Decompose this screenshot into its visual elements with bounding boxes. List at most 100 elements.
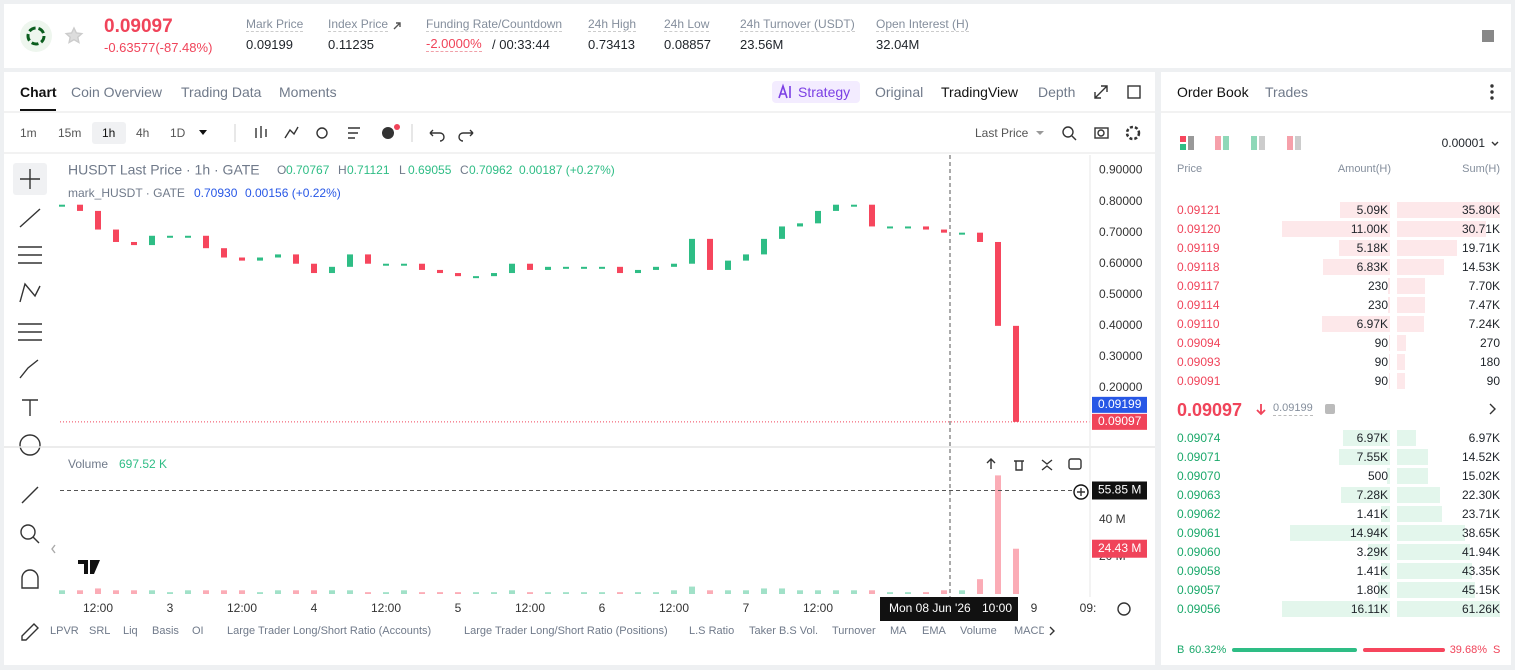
candle xyxy=(131,241,137,246)
ob-amount: 16.11K xyxy=(1350,602,1388,616)
candle xyxy=(797,223,803,227)
x-tick-label: 12:00 xyxy=(227,601,257,615)
x-tick-label: 12:00 xyxy=(659,601,689,615)
ob-sum: 270 xyxy=(1479,336,1500,350)
tab[interactable]: Coin Overview xyxy=(71,84,163,100)
chart: 0.90000 0.80000 0.70000 0.60000 0.50000 0.400… xyxy=(59,155,1147,621)
amount-bar xyxy=(1377,582,1390,598)
indicator[interactable]: LPVR xyxy=(50,625,79,637)
ob-sum: 7.70K xyxy=(1468,279,1500,293)
ob-tab[interactable]: Order Book xyxy=(1177,84,1249,100)
ob-price: 0.09056 xyxy=(1177,602,1221,616)
candle xyxy=(221,248,227,258)
ob-sum: 38.65K xyxy=(1461,526,1500,540)
ob-amount: 7.55K xyxy=(1356,450,1388,464)
volume-bar xyxy=(653,592,659,594)
volume-bar xyxy=(761,588,767,594)
ob-mark-price: 0.09199 xyxy=(1273,402,1313,416)
ob-sum: 61.26K xyxy=(1461,602,1500,616)
interval[interactable]: 1D xyxy=(170,126,186,140)
indicator[interactable]: Volume xyxy=(960,625,997,637)
candle xyxy=(509,263,515,274)
indicator[interactable]: EMA xyxy=(922,625,946,637)
x-tick-label: 12:00 xyxy=(83,601,113,615)
stat-value: 23.56M xyxy=(740,37,784,52)
ob-amount: 3.29K xyxy=(1356,545,1388,559)
sum-bar xyxy=(1397,259,1444,275)
amount-bar xyxy=(1321,316,1390,332)
volume-bar xyxy=(959,590,965,594)
stat-value: 32.04M xyxy=(876,37,920,52)
ob-price: 0.09110 xyxy=(1177,317,1220,331)
indicator[interactable]: Liq xyxy=(123,625,138,637)
x-tick-label: 3 xyxy=(167,601,174,615)
candle xyxy=(437,269,443,274)
interval[interactable]: 4h xyxy=(136,126,150,140)
indicator[interactable]: OI xyxy=(192,625,204,637)
stat-label: 24h Turnover (USDT) xyxy=(740,17,855,32)
candle xyxy=(725,260,731,270)
amount-bar xyxy=(1322,259,1390,275)
tab[interactable]: Moments xyxy=(279,84,337,100)
indicator[interactable]: Large Trader Long/Short Ratio (Accounts) xyxy=(227,625,432,637)
ob-tab[interactable]: Trades xyxy=(1265,84,1309,100)
volume-value: 697.52 K xyxy=(119,457,167,471)
sum-bar xyxy=(1397,354,1406,370)
volume-bar xyxy=(185,590,191,594)
indicator[interactable]: L.S Ratio xyxy=(689,625,735,637)
indicator[interactable]: SRL xyxy=(89,625,111,637)
buy-label: B xyxy=(1177,644,1185,656)
col-header: Sum(H) xyxy=(1462,163,1500,175)
amount-bar xyxy=(1289,525,1390,541)
price-tag-label: 0.09097 xyxy=(1098,414,1142,428)
candle xyxy=(689,238,695,264)
view-option[interactable]: Strategy xyxy=(798,84,851,100)
view-option[interactable]: TradingView xyxy=(941,84,1019,100)
candle xyxy=(491,273,497,277)
ob-amount: 14.94K xyxy=(1349,526,1388,540)
ob-amount: 5.09K xyxy=(1356,203,1388,217)
interval[interactable]: 1m xyxy=(20,126,37,140)
sum-bar xyxy=(1397,506,1442,522)
volume-bar xyxy=(887,592,893,594)
ob-sum: 14.52K xyxy=(1461,450,1500,464)
ohlc-key: H xyxy=(338,163,347,177)
view-option[interactable]: Original xyxy=(875,84,924,100)
interval[interactable]: 15m xyxy=(58,126,82,140)
volume-tag xyxy=(1092,481,1147,500)
ob-price: 0.09091 xyxy=(1177,374,1221,388)
indicator[interactable]: Turnover xyxy=(832,625,876,637)
indicator[interactable]: Basis xyxy=(152,625,179,637)
tab[interactable]: Chart xyxy=(20,84,57,100)
sum-bar xyxy=(1397,563,1473,579)
amount-bar xyxy=(1339,449,1390,465)
candle xyxy=(293,254,299,264)
view-option[interactable]: Depth xyxy=(1038,84,1076,100)
ob-price: 0.09061 xyxy=(1177,526,1221,540)
mark-change: 0.00156 (+0.22%) xyxy=(245,186,341,200)
ob-amount: 500 xyxy=(1367,469,1388,483)
ob-amount: 90 xyxy=(1374,336,1388,350)
candle xyxy=(383,263,389,266)
volume-bar xyxy=(725,590,731,594)
candle xyxy=(977,232,983,242)
candle xyxy=(167,235,173,238)
indicator[interactable]: MACD xyxy=(1014,625,1044,637)
volume-bar xyxy=(419,592,425,594)
ob-sum: 7.47K xyxy=(1468,298,1500,312)
interval[interactable]: 1h xyxy=(102,126,116,140)
amount-bar xyxy=(1380,506,1390,522)
indicator[interactable]: MA xyxy=(890,625,907,637)
x-tick-label: 4 xyxy=(311,601,318,615)
indicator[interactable]: Taker B.S Vol. xyxy=(749,625,819,637)
x-tick-label: 12:00 xyxy=(803,601,833,615)
volume-bar xyxy=(995,475,1001,594)
stat-label: Open Interest (H) xyxy=(876,17,969,32)
amount-bar xyxy=(1367,544,1390,560)
candle xyxy=(239,257,245,261)
y-tick-label: 0.90000 xyxy=(1099,163,1143,177)
tab[interactable]: Trading Data xyxy=(181,84,262,100)
indicator[interactable]: Large Trader Long/Short Ratio (Positions… xyxy=(464,625,668,637)
volume-bar xyxy=(599,592,605,594)
volume-bar xyxy=(905,592,911,594)
